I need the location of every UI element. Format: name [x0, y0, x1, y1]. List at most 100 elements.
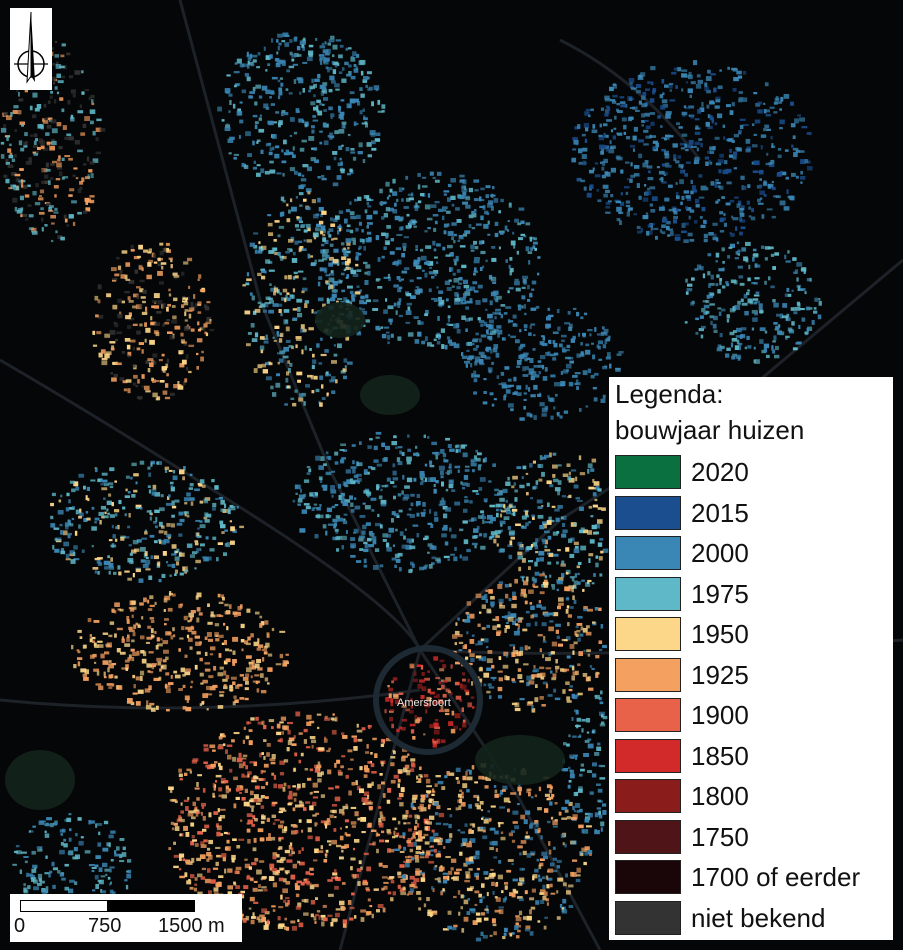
building — [373, 888, 379, 891]
building — [543, 635, 546, 641]
building — [239, 674, 244, 677]
building — [529, 247, 533, 250]
building — [408, 508, 412, 511]
building — [304, 898, 309, 903]
building — [473, 290, 479, 293]
building — [484, 593, 488, 599]
building — [427, 227, 431, 230]
building — [541, 407, 548, 413]
building — [196, 607, 201, 612]
building — [352, 51, 357, 56]
building — [278, 358, 284, 363]
building — [244, 858, 248, 861]
building — [236, 58, 242, 64]
building — [321, 177, 327, 181]
building — [573, 599, 577, 604]
building — [255, 681, 259, 685]
building — [375, 278, 381, 281]
building — [583, 186, 587, 191]
building — [603, 328, 609, 333]
building — [169, 799, 176, 802]
building — [368, 531, 373, 536]
building — [380, 326, 384, 329]
building — [480, 215, 484, 221]
building — [261, 815, 266, 820]
building — [477, 317, 481, 321]
building — [505, 625, 510, 629]
building — [488, 336, 493, 341]
building — [296, 298, 303, 303]
building — [297, 172, 302, 177]
building — [124, 643, 131, 647]
building — [650, 223, 655, 226]
building — [131, 600, 137, 605]
building — [685, 148, 689, 152]
building — [484, 457, 487, 463]
building — [572, 584, 576, 588]
building — [326, 750, 331, 753]
building — [539, 455, 543, 461]
building — [412, 833, 416, 838]
building — [680, 201, 683, 206]
building — [462, 487, 466, 490]
building — [594, 174, 601, 178]
building — [770, 253, 775, 257]
building — [438, 709, 444, 713]
building — [681, 195, 685, 201]
building — [497, 686, 503, 692]
building — [512, 680, 517, 684]
building — [246, 278, 252, 282]
building — [232, 530, 237, 533]
building — [198, 612, 203, 616]
building — [354, 122, 359, 125]
building — [381, 232, 386, 236]
building — [276, 59, 283, 65]
building — [464, 689, 470, 692]
building — [379, 773, 383, 776]
building — [337, 263, 340, 266]
building — [176, 522, 183, 526]
building — [263, 763, 269, 768]
building — [149, 702, 155, 706]
building — [205, 536, 209, 540]
building — [600, 107, 605, 111]
building — [661, 148, 666, 152]
building — [509, 644, 516, 647]
building — [371, 781, 374, 786]
building — [249, 896, 255, 902]
building — [378, 862, 383, 867]
building — [733, 280, 738, 285]
building — [600, 150, 604, 155]
building — [457, 617, 460, 621]
building — [766, 208, 773, 211]
building — [357, 881, 361, 886]
building — [494, 488, 499, 492]
building — [772, 299, 776, 303]
building — [406, 460, 411, 465]
building — [527, 299, 531, 302]
building — [582, 673, 588, 677]
building — [524, 645, 528, 651]
building — [349, 168, 353, 173]
building — [265, 69, 268, 72]
building — [695, 198, 700, 204]
building — [478, 320, 485, 323]
building — [87, 497, 90, 502]
building — [506, 676, 510, 681]
building — [491, 246, 496, 249]
building — [253, 368, 258, 373]
building — [288, 368, 291, 373]
building — [171, 553, 177, 556]
building — [787, 250, 790, 254]
building — [660, 176, 664, 182]
building — [754, 300, 760, 304]
building — [784, 149, 789, 152]
building — [397, 304, 401, 308]
building — [512, 511, 516, 517]
building — [210, 879, 216, 884]
building — [521, 305, 524, 309]
building — [443, 230, 447, 235]
building — [216, 831, 221, 837]
building — [230, 540, 235, 545]
building — [338, 54, 343, 59]
